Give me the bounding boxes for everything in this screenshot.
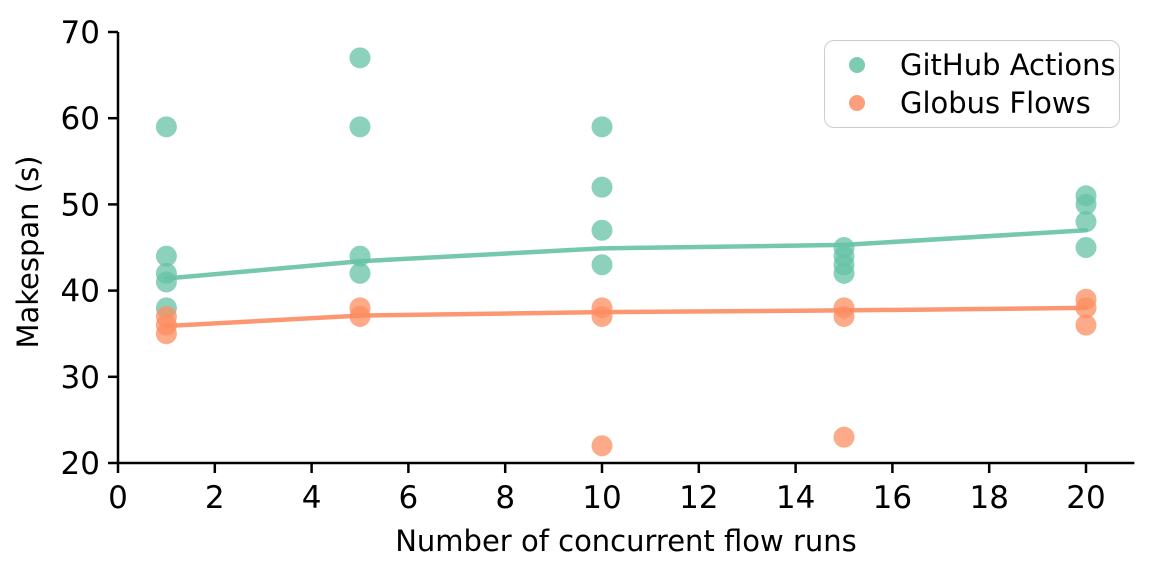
data-point — [833, 262, 855, 284]
data-point — [155, 116, 177, 138]
data-point — [591, 219, 613, 241]
data-point — [591, 176, 613, 198]
trend-line — [164, 228, 1089, 281]
x-tick-label: 6 — [399, 480, 419, 516]
x-tick-label: 8 — [495, 480, 515, 516]
legend-item-github-actions: GitHub Actions — [849, 50, 1116, 80]
data-point — [833, 426, 855, 448]
data-point — [591, 254, 613, 276]
data-point — [591, 435, 613, 457]
y-axis-label: Makespan (s) — [11, 155, 45, 348]
data-point — [1075, 211, 1097, 233]
x-tick-label: 18 — [969, 480, 1008, 516]
x-tick-label: 0 — [108, 480, 128, 516]
x-tick-label: 12 — [679, 480, 718, 516]
x-axis-label: Number of concurrent flow runs — [395, 524, 857, 558]
data-point — [349, 47, 371, 69]
data-point — [155, 271, 177, 293]
github-actions-marker-icon — [849, 57, 865, 73]
x-tick-label: 10 — [582, 480, 621, 516]
globus-flows-marker-icon — [849, 95, 865, 111]
data-point — [1075, 314, 1097, 336]
y-tick-label: 50 — [61, 187, 100, 223]
x-tick-label: 16 — [873, 480, 912, 516]
y-tick-label: 40 — [61, 274, 100, 310]
x-tick-label: 14 — [776, 480, 815, 516]
x-tick-label: 4 — [302, 480, 322, 516]
plot-marks: 0 2 4 6 8 10 12 14 16 18 20 20 30 40 50 60 70 — [61, 15, 1135, 516]
data-point — [155, 245, 177, 267]
data-point — [1075, 193, 1097, 215]
data-point — [1075, 237, 1097, 258]
legend-label-github-actions: GitHub Actions — [900, 47, 1116, 82]
y-tick-label: 20 — [61, 446, 100, 482]
legend-item-globus-flows: Globus Flows — [849, 85, 1109, 120]
data-point — [591, 116, 613, 138]
data-point — [349, 262, 371, 284]
legend: GitHub Actions Globus Flows — [824, 40, 1120, 128]
data-point — [349, 116, 371, 138]
y-tick-label: 60 — [61, 101, 100, 137]
y-tick-label: 70 — [61, 15, 100, 51]
x-tick-label: 20 — [1066, 480, 1105, 516]
x-tick-label: 2 — [205, 480, 225, 516]
data-point — [155, 323, 177, 345]
y-tick-label: 30 — [61, 360, 100, 396]
legend-label-globus-flows: Globus Flows — [900, 85, 1091, 120]
trend-line — [164, 305, 1089, 329]
data-point — [591, 305, 613, 327]
